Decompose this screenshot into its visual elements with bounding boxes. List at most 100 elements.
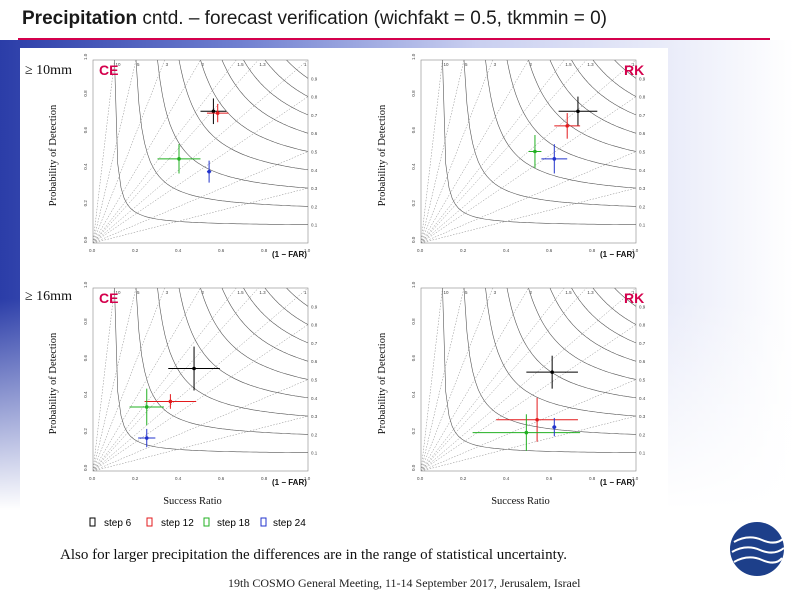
y-tick-label: 1.0 <box>411 281 416 288</box>
legend-swatch-step-12 <box>146 517 153 527</box>
bias-label: 1.5 <box>565 290 572 295</box>
slide-caption: Also for larger precipitation the differ… <box>60 547 568 563</box>
bias-line <box>93 60 201 243</box>
csi-label: 0.6 <box>639 359 646 364</box>
csi-label: 0.4 <box>311 396 318 401</box>
threshold-label: ≥ 16mm <box>25 289 72 304</box>
x-tick-label: 0.4 <box>503 476 510 481</box>
bias-label: 2 <box>530 290 533 295</box>
data-point <box>552 425 557 429</box>
y-axis-label: Probability of Detection <box>377 332 388 434</box>
bias-line <box>421 60 465 243</box>
bias-line <box>421 415 636 471</box>
csi-isoline <box>157 60 308 189</box>
cosmo-logo-icon <box>730 522 785 576</box>
y-tick-label: 0.6 <box>411 354 416 361</box>
csi-label: 0.9 <box>311 76 318 81</box>
y-tick-label: 0.2 <box>411 200 416 207</box>
data-point <box>177 157 181 161</box>
csi-isoline <box>592 60 636 97</box>
x-tick-label: 0.0 <box>417 476 424 481</box>
bias-line <box>93 288 308 471</box>
data-point <box>192 366 196 371</box>
csi-isoline <box>592 288 636 325</box>
csi-label: 0.1 <box>639 223 646 228</box>
bias-line <box>421 60 587 243</box>
csi-label: 0.8 <box>639 95 646 100</box>
y-tick-label: 0.8 <box>83 318 88 325</box>
bias-label: 3 <box>494 290 497 295</box>
legend-swatch-step-6 <box>89 517 96 527</box>
data-point <box>552 157 557 161</box>
y-tick-label: 0.0 <box>411 464 416 471</box>
x-tick-label: 0.8 <box>589 248 596 253</box>
y-tick-label: 0.2 <box>83 428 88 435</box>
y-tick-label: 1.0 <box>411 53 416 60</box>
bias-line <box>421 288 443 471</box>
csi-isoline <box>157 288 308 417</box>
csi-label: 0.3 <box>639 186 646 191</box>
bias-label: 1 <box>632 290 635 295</box>
bias-label: 1.3 <box>259 62 266 67</box>
csi-label: 0.2 <box>639 204 646 209</box>
x-tick-label: 0.2 <box>132 248 139 253</box>
bias-line <box>93 60 308 243</box>
csi-isoline <box>614 288 636 307</box>
x-tick-label: 0.0 <box>417 248 424 253</box>
csi-label: 0.8 <box>639 323 646 328</box>
data-point <box>524 430 529 435</box>
csi-label: 0.9 <box>311 304 318 309</box>
x-axis-label: Success Ratio <box>163 496 222 507</box>
y-tick-label: 1.0 <box>83 53 88 60</box>
bias-label: 1.5 <box>237 290 244 295</box>
csi-isoline <box>549 60 636 134</box>
x-tick-label: 0.6 <box>546 248 553 253</box>
bias-label: 1.3 <box>587 290 594 295</box>
legend-label-step-12: step 12 <box>161 518 194 529</box>
x-tick-label: 1.0 <box>304 476 311 481</box>
y-tick-label: 0.4 <box>411 391 416 398</box>
data-point <box>550 370 554 374</box>
bias-label: 1 <box>304 290 307 295</box>
x-tick-label: 0.4 <box>503 248 510 253</box>
plot-area <box>421 288 636 471</box>
title-rest: cntd. – forecast verification (wichfakt … <box>137 8 607 29</box>
bias-line <box>93 60 259 243</box>
csi-isoline <box>178 288 308 399</box>
bias-line <box>421 187 636 243</box>
x-axis-label: Success Ratio <box>491 496 550 507</box>
csi-isoline <box>178 60 308 171</box>
y-axis-label: Probability of Detection <box>48 104 59 206</box>
x-tick-label: 1.0 <box>632 476 639 481</box>
bias-line <box>93 96 308 243</box>
csi-isoline <box>264 60 308 97</box>
x-tick-label: 0.0 <box>89 476 96 481</box>
slide-title: Precipitation cntd. – forecast verificat… <box>22 8 607 30</box>
csi-isoline <box>114 60 308 225</box>
bias-label: 10 <box>116 290 122 295</box>
plot-area <box>93 288 308 471</box>
csi-isoline <box>549 288 636 362</box>
y-tick-label: 0.6 <box>83 126 88 133</box>
legend-swatch-step-18 <box>203 517 210 527</box>
bias-line <box>93 288 201 471</box>
csi-label: 0.1 <box>311 223 318 228</box>
bias-label: 1 <box>304 62 307 67</box>
x-tick-label: 0.2 <box>460 248 467 253</box>
y-tick-label: 0.8 <box>411 318 416 325</box>
bias-line <box>93 60 137 243</box>
csi-label: 0.3 <box>311 186 318 191</box>
csi-isoline <box>571 288 636 344</box>
bias-label: 1.5 <box>237 62 244 67</box>
csi-label: 0.6 <box>311 131 318 136</box>
performance-diagram-1: 0.1 0.2 0.3 0.4 0.5 0.6 0.7 0.8 0.9 1 1.3 1.5 2 3 5 10 0… <box>25 53 318 259</box>
legend-label-step-24: step 24 <box>273 518 306 529</box>
y-tick-label: 1.0 <box>83 281 88 288</box>
bias-line <box>421 60 529 243</box>
bias-line <box>93 288 259 471</box>
panel-title: CE <box>99 290 118 306</box>
bias-label: 10 <box>444 290 450 295</box>
panel-title: RK <box>624 62 644 78</box>
csi-label: 0.7 <box>311 113 318 118</box>
